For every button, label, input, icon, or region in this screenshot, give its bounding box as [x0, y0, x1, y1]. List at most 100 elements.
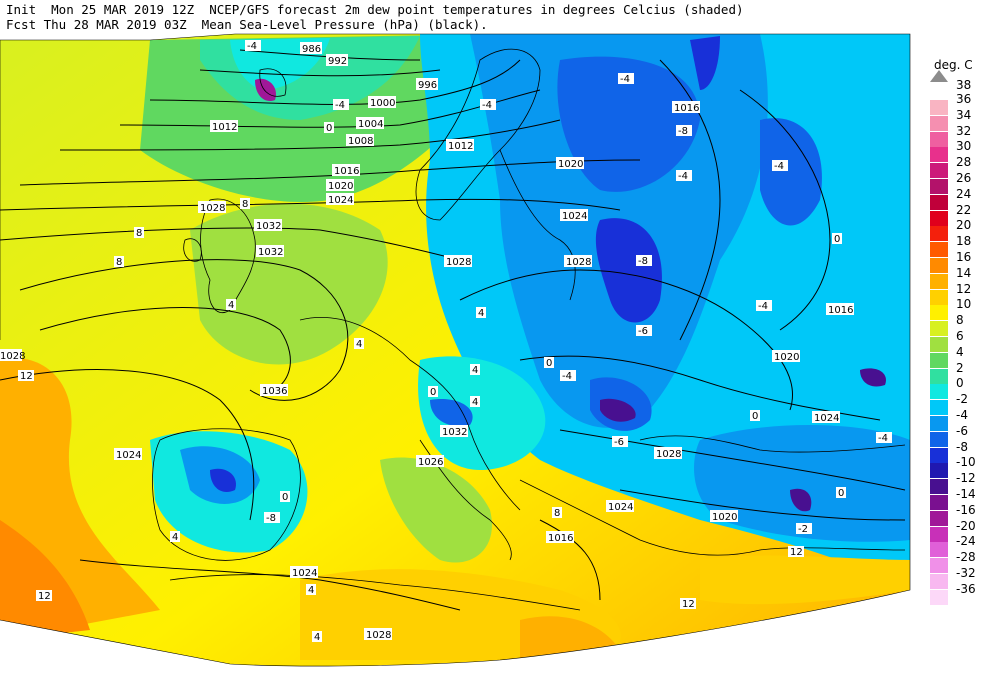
dewpoint-label: -4 [560, 370, 576, 382]
legend-label: 30 [956, 139, 972, 154]
legend-label: 36 [956, 92, 972, 106]
dewpoint-label: -4 [480, 99, 496, 111]
dewpoint-label: 0 [280, 491, 290, 503]
legend-swatch [930, 115, 948, 131]
svg-text:-8: -8 [678, 126, 688, 137]
svg-text:1026: 1026 [418, 457, 443, 468]
svg-text:-4: -4 [562, 371, 572, 382]
legend-swatch [930, 431, 948, 447]
legend-entry: -20 [930, 519, 1000, 543]
isobar-label: 1028 [0, 349, 25, 362]
legend-swatch [930, 495, 948, 510]
isobar-label: 1028 [444, 255, 472, 268]
legend-swatch [930, 368, 948, 384]
isobar-label: 1032 [256, 245, 284, 258]
dewpoint-label: -4 [333, 99, 349, 111]
dewpoint-label: 4 [470, 396, 480, 408]
legend-swatch [930, 179, 948, 194]
legend-swatch [930, 589, 948, 605]
dewpoint-label: 4 [470, 364, 480, 376]
legend-label: 34 [956, 107, 972, 122]
svg-text:1024: 1024 [562, 211, 587, 222]
isobar-label: 986 [300, 42, 322, 55]
svg-text:-4: -4 [482, 100, 492, 111]
svg-text:1024: 1024 [608, 502, 633, 513]
isobars [0, 49, 906, 611]
svg-text:0: 0 [838, 488, 844, 499]
header-line-2: Fcst Thu 28 MAR 2019 03Z Mean Sea-Level … [6, 17, 488, 32]
legend-entry: 18 [930, 234, 1000, 258]
svg-text:1016: 1016 [828, 305, 853, 316]
svg-text:4: 4 [478, 308, 484, 319]
svg-text:1016: 1016 [548, 533, 573, 544]
svg-text:-2: -2 [798, 524, 808, 535]
legend-swatch [930, 558, 948, 574]
legend-label: -10 [956, 455, 976, 470]
isobar-label: 996 [416, 78, 438, 91]
legend-entry: -32 [930, 566, 1000, 590]
legend-label: -24 [956, 534, 976, 549]
legend-label: -14 [956, 487, 976, 501]
svg-text:0: 0 [546, 358, 552, 369]
dewpoint-label: 4 [226, 299, 236, 311]
dewpoint-label: 12 [788, 546, 804, 558]
legend-entry: 30 [930, 139, 1000, 163]
svg-text:0: 0 [834, 234, 840, 245]
isobar-label: 1024 [114, 448, 142, 461]
isobar-label: 1036 [260, 384, 288, 397]
legend-label: -36 [956, 581, 976, 596]
dewpoint-label: 8 [240, 198, 250, 210]
legend-entry: -4 [930, 408, 1000, 432]
legend-label: 4 [956, 344, 964, 359]
svg-text:1028: 1028 [656, 449, 681, 460]
legend-label: 32 [956, 123, 972, 138]
legend-swatch [930, 305, 948, 321]
legend-entry: 16 [930, 250, 1000, 274]
svg-text:4: 4 [314, 632, 320, 643]
dewpoint-label: 0 [544, 357, 554, 369]
legend-swatch [930, 131, 948, 147]
legend-swatch [930, 258, 948, 273]
legend-swatch [930, 226, 948, 242]
isobar-label: 1008 [346, 134, 374, 147]
legend-label: -2 [956, 392, 968, 407]
legend-label: -20 [956, 518, 976, 533]
svg-text:8: 8 [242, 199, 248, 210]
legend-entry: -10 [930, 455, 1000, 479]
isobar-label: 1016 [672, 101, 700, 114]
legend-swatch [930, 100, 948, 115]
svg-text:0: 0 [282, 492, 288, 503]
svg-text:4: 4 [472, 365, 478, 376]
svg-text:-8: -8 [638, 256, 648, 267]
svg-text:-4: -4 [620, 74, 630, 85]
legend-label: -8 [956, 439, 968, 454]
svg-text:1012: 1012 [448, 141, 473, 152]
svg-text:12: 12 [20, 371, 33, 382]
legend-entry: 26 [930, 171, 1000, 195]
legend-swatch [930, 447, 948, 463]
dewpoint-label: 0 [324, 122, 334, 134]
svg-text:1012: 1012 [212, 122, 237, 133]
isobar-label: 1020 [326, 179, 354, 192]
header-line-1: Init Mon 25 MAR 2019 12Z NCEP/GFS foreca… [6, 2, 744, 17]
legend-label: 24 [956, 186, 972, 201]
legend-label: -4 [956, 408, 968, 422]
legend-swatch [930, 337, 948, 352]
isobar-label: 1016 [826, 303, 854, 316]
svg-text:1024: 1024 [328, 195, 353, 206]
legend-entry: -6 [930, 424, 1000, 448]
svg-text:1028: 1028 [0, 351, 25, 362]
legend-entry: -28 [930, 550, 1000, 574]
legend-swatch [930, 289, 948, 305]
legend-swatch [930, 242, 948, 258]
dewpoint-label: 4 [354, 338, 364, 350]
legend-label: -32 [956, 566, 976, 580]
dewpoint-label: 0 [832, 233, 842, 245]
svg-text:992: 992 [328, 56, 347, 67]
svg-text:4: 4 [308, 585, 314, 596]
svg-text:1032: 1032 [442, 427, 467, 438]
svg-text:986: 986 [302, 44, 321, 55]
svg-text:12: 12 [38, 591, 51, 602]
isobar-label: 1020 [556, 157, 584, 170]
legend-label: 26 [956, 171, 972, 185]
